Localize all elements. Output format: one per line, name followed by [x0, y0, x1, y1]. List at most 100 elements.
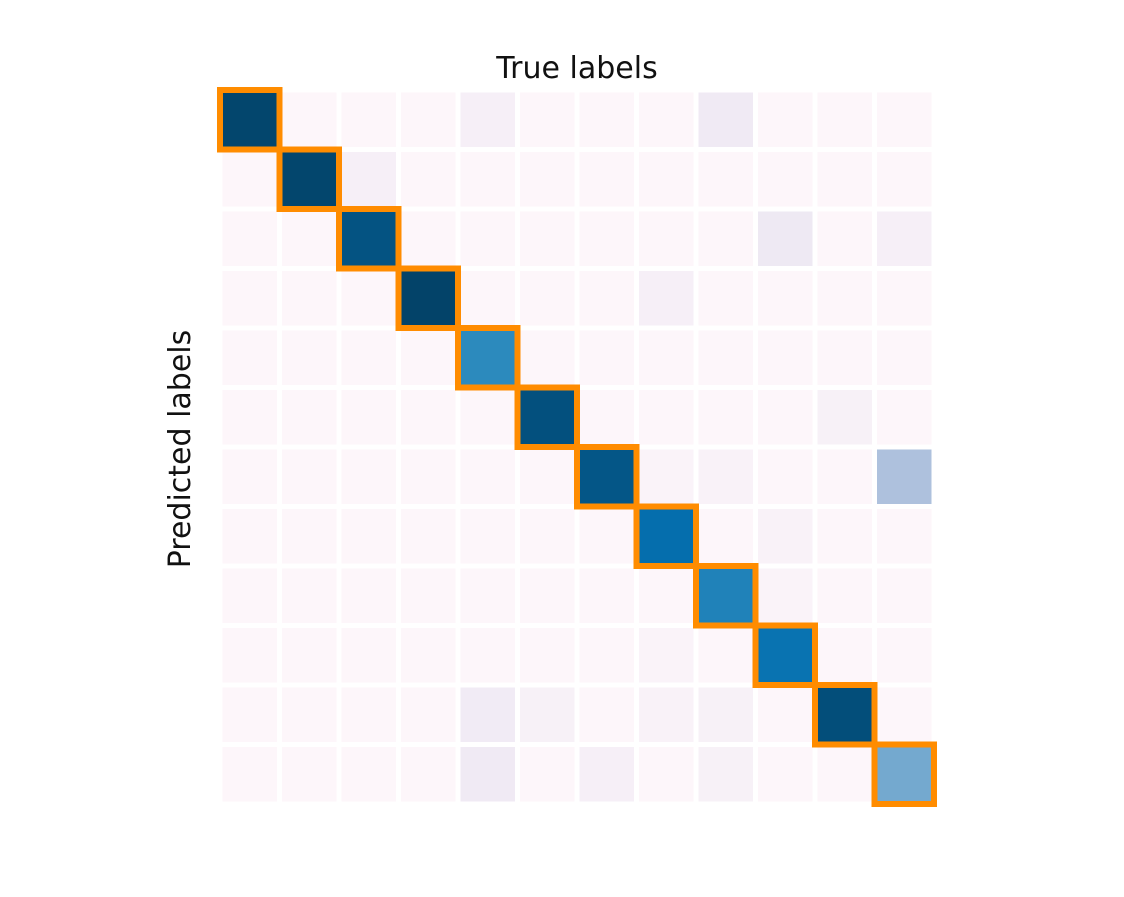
heatmap-cell-r11-c0 — [222, 747, 277, 802]
diagonal-highlight-box-6 — [574, 444, 640, 510]
heatmap-cell-r8-c4 — [460, 568, 515, 623]
heatmap-cell-r3-c1 — [282, 271, 337, 326]
heatmap-cell-r1-c1 — [282, 152, 337, 207]
heatmap-cell-r10-c11 — [877, 687, 932, 742]
heatmap-cell-r8-c9 — [758, 568, 813, 623]
heatmap-cell-r2-c2 — [341, 211, 396, 266]
heatmap-cell-r0-c9 — [758, 92, 813, 147]
heatmap-cell-r9-c7 — [639, 628, 694, 683]
heatmap-cell-r5-c8 — [698, 390, 753, 445]
heatmap-cell-r9-c6 — [579, 628, 634, 683]
heatmap-cell-r4-c5 — [520, 330, 575, 385]
heatmap-cell-r2-c10 — [817, 211, 872, 266]
heatmap-cell-r6-c0 — [222, 449, 277, 504]
heatmap-cell-r0-c8 — [698, 92, 753, 147]
x-axis-title: True labels — [495, 51, 657, 86]
heatmap-cell-r8-c7 — [639, 568, 694, 623]
heatmap-cell-r2-c5 — [520, 211, 575, 266]
heatmap-cell-r7-c4 — [460, 509, 515, 564]
heatmap-cell-r5-c1 — [282, 390, 337, 445]
heatmap-cell-r8-c6 — [579, 568, 634, 623]
heatmap-cell-r3-c11 — [877, 271, 932, 326]
diagonal-highlight-box-9 — [752, 622, 818, 688]
heatmap-cell-r2-c11 — [877, 211, 932, 266]
heatmap-cell-r10-c8 — [698, 687, 753, 742]
heatmap-cell-r5-c2 — [341, 390, 396, 445]
heatmap-cell-r6-c10 — [817, 449, 872, 504]
heatmap-cell-r1-c11 — [877, 152, 932, 207]
diagonal-highlight-box-11 — [871, 741, 937, 807]
heatmap-cell-r0-c0 — [222, 92, 277, 147]
heatmap-cell-r9-c10 — [817, 628, 872, 683]
heatmap-cell-r9-c9 — [758, 628, 813, 683]
heatmap-cell-r10-c3 — [401, 687, 456, 742]
heatmap-cells — [222, 92, 932, 802]
heatmap-cell-r9-c4 — [460, 628, 515, 683]
heatmap-cell-r6-c1 — [282, 449, 337, 504]
heatmap-cell-r7-c1 — [282, 509, 337, 564]
heatmap-cell-r0-c3 — [401, 92, 456, 147]
heatmap-cell-r8-c10 — [817, 568, 872, 623]
heatmap-cell-r9-c3 — [401, 628, 456, 683]
heatmap-cell-r10-c0 — [222, 687, 277, 742]
diagonal-highlight — [217, 87, 937, 807]
heatmap-cell-r9-c2 — [341, 628, 396, 683]
heatmap-cell-r3-c7 — [639, 271, 694, 326]
heatmap-cell-r11-c7 — [639, 747, 694, 802]
heatmap-cell-r6-c2 — [341, 449, 396, 504]
heatmap-cell-r8-c5 — [520, 568, 575, 623]
heatmap-cell-r4-c1 — [282, 330, 337, 385]
heatmap-cell-r8-c1 — [282, 568, 337, 623]
heatmap-cell-r9-c5 — [520, 628, 575, 683]
diagonal-highlight-box-8 — [693, 563, 759, 629]
heatmap-cell-r1-c3 — [401, 152, 456, 207]
heatmap-cell-r11-c1 — [282, 747, 337, 802]
heatmap-cell-r11-c4 — [460, 747, 515, 802]
heatmap-cell-r5-c3 — [401, 390, 456, 445]
heatmap-cell-r9-c11 — [877, 628, 932, 683]
heatmap-cell-r11-c10 — [817, 747, 872, 802]
heatmap-cell-r6-c6 — [579, 449, 634, 504]
heatmap-cell-r10-c2 — [341, 687, 396, 742]
heatmap-cell-r2-c3 — [401, 211, 456, 266]
heatmap-cell-r4-c7 — [639, 330, 694, 385]
heatmap-cell-r5-c4 — [460, 390, 515, 445]
heatmap-cell-r8-c0 — [222, 568, 277, 623]
heatmap-cell-r6-c9 — [758, 449, 813, 504]
heatmap-cell-r3-c3 — [401, 271, 456, 326]
heatmap-cell-r4-c6 — [579, 330, 634, 385]
heatmap-cell-r0-c10 — [817, 92, 872, 147]
heatmap-cell-r0-c5 — [520, 92, 575, 147]
heatmap-cell-r3-c0 — [222, 271, 277, 326]
heatmap-cell-r4-c3 — [401, 330, 456, 385]
heatmap-cell-r7-c10 — [817, 509, 872, 564]
diagonal-highlight-box-1 — [276, 146, 342, 212]
heatmap-cell-r0-c11 — [877, 92, 932, 147]
heatmap-cell-r7-c8 — [698, 509, 753, 564]
heatmap-cell-r5-c6 — [579, 390, 634, 445]
diagonal-highlight-box-0 — [217, 87, 283, 153]
heatmap-cell-r4-c11 — [877, 330, 932, 385]
heatmap-cell-r1-c10 — [817, 152, 872, 207]
heatmap-cell-r5-c5 — [520, 390, 575, 445]
heatmap-cell-r2-c7 — [639, 211, 694, 266]
heatmap-cell-r2-c9 — [758, 211, 813, 266]
heatmap-cell-r3-c2 — [341, 271, 396, 326]
heatmap-cell-r11-c6 — [579, 747, 634, 802]
heatmap-cell-r2-c4 — [460, 211, 515, 266]
heatmap-cell-r0-c7 — [639, 92, 694, 147]
heatmap-cell-r1-c2 — [341, 152, 396, 207]
heatmap-cell-r2-c8 — [698, 211, 753, 266]
heatmap-cell-r1-c4 — [460, 152, 515, 207]
heatmap-cell-r3-c10 — [817, 271, 872, 326]
heatmap-cell-r1-c8 — [698, 152, 753, 207]
heatmap-cell-r9-c8 — [698, 628, 753, 683]
heatmap-cell-r7-c0 — [222, 509, 277, 564]
heatmap-cell-r7-c5 — [520, 509, 575, 564]
heatmap-cell-r3-c5 — [520, 271, 575, 326]
heatmap-cell-r0-c1 — [282, 92, 337, 147]
heatmap-cell-r1-c0 — [222, 152, 277, 207]
heatmap-cell-r10-c5 — [520, 687, 575, 742]
heatmap-cell-r6-c11 — [877, 449, 932, 504]
diagonal-highlight-box-5 — [514, 384, 580, 450]
